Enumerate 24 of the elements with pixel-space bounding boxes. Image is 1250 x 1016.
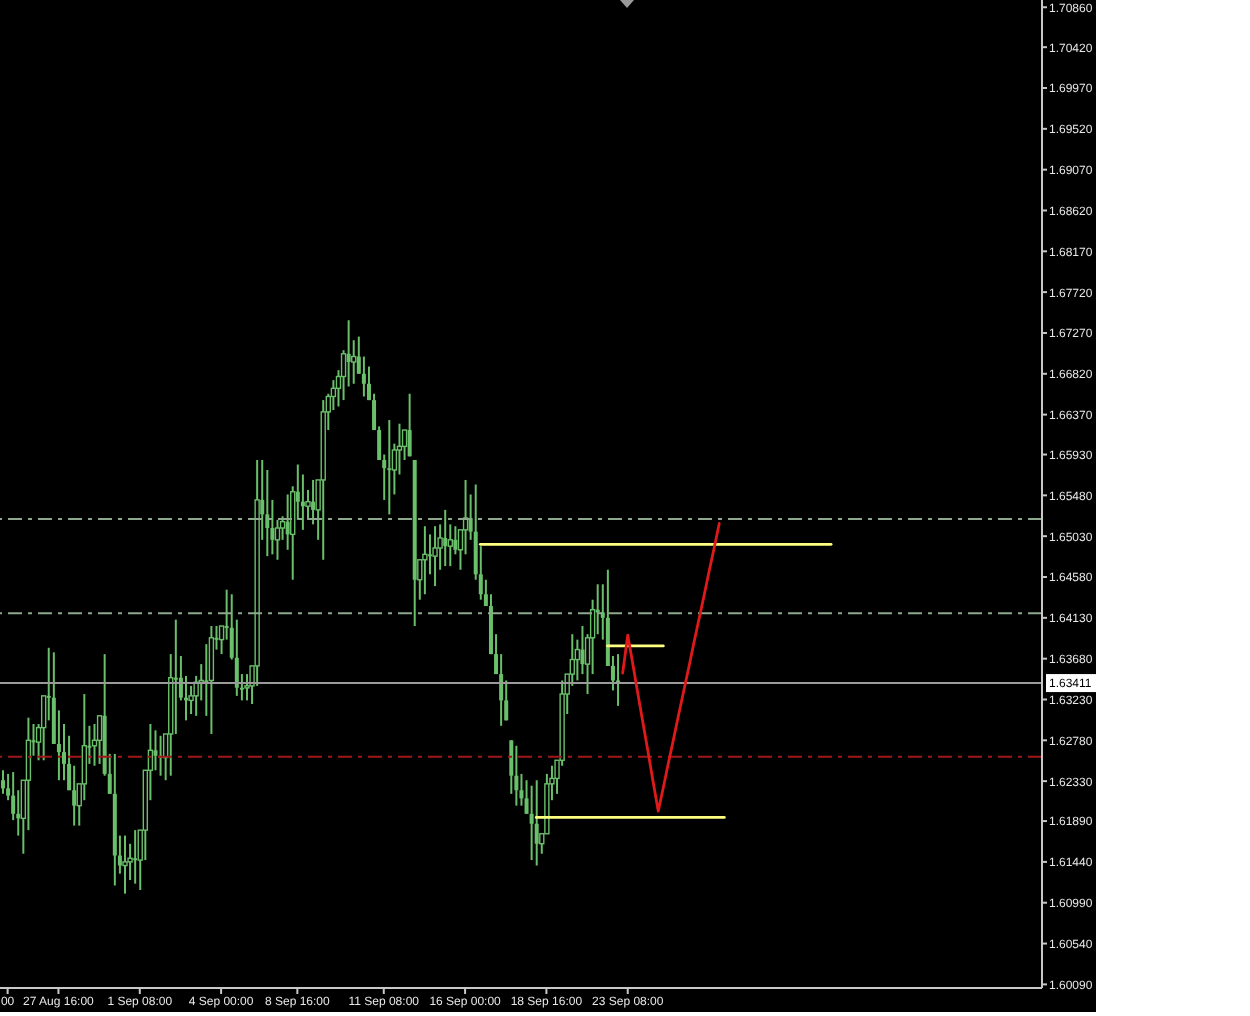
candlestick <box>529 784 534 862</box>
candlestick <box>432 525 438 588</box>
candlestick <box>499 653 504 727</box>
candlestick <box>81 693 88 802</box>
candlestick <box>122 834 128 895</box>
candlestick <box>387 419 392 516</box>
candlestick <box>580 625 585 676</box>
candlestick <box>265 468 270 558</box>
candlestick <box>72 764 77 827</box>
candlestick <box>366 365 371 402</box>
candlestick <box>208 625 215 735</box>
candlestick <box>407 392 412 458</box>
candlestick <box>188 684 194 716</box>
candlestick <box>361 355 366 398</box>
candlestick <box>534 779 539 867</box>
candlestick <box>443 508 448 568</box>
candlestick <box>372 392 377 432</box>
candlestick <box>514 744 519 807</box>
candlestick <box>1 769 5 795</box>
candlestick <box>422 525 428 596</box>
candlestick <box>133 829 138 885</box>
candlestick <box>244 673 250 702</box>
line-series <box>621 522 721 813</box>
candlestick <box>569 633 575 687</box>
